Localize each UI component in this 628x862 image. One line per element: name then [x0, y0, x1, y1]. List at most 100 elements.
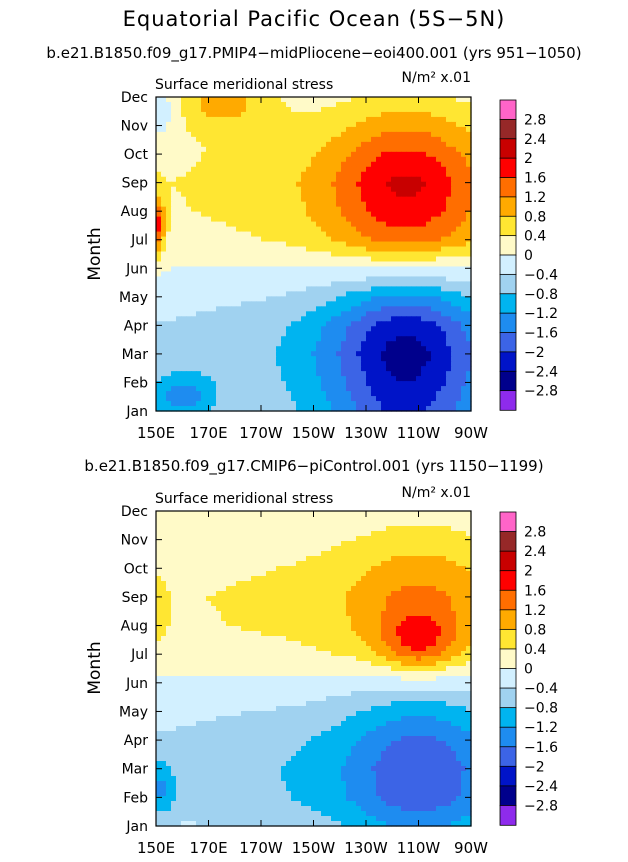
- contour-cell: [271, 146, 277, 153]
- contour-cell: [186, 551, 192, 557]
- contour-cell: [461, 386, 467, 392]
- contour-cell: [256, 276, 262, 283]
- contour-cell: [466, 531, 472, 537]
- contour-cell: [331, 131, 337, 138]
- contour-cell: [241, 296, 247, 302]
- contour-cell: [191, 186, 197, 193]
- contour-cell: [346, 536, 352, 542]
- contour-cell: [191, 556, 197, 562]
- contour-cell: [296, 211, 302, 218]
- contour-cell: [446, 226, 452, 233]
- contour-cell: [256, 571, 262, 577]
- contour-cell: [411, 346, 417, 352]
- contour-cell: [196, 106, 202, 113]
- contour-cell: [396, 561, 402, 567]
- contour-cell: [391, 101, 397, 108]
- contour-cell: [246, 296, 252, 302]
- contour-cell: [306, 231, 312, 238]
- contour-cell: [281, 161, 287, 168]
- contour-cell: [276, 156, 282, 163]
- contour-cell: [456, 286, 462, 292]
- contour-cell: [196, 401, 202, 407]
- contour-cell: [331, 306, 337, 312]
- contour-cell: [406, 326, 412, 332]
- contour-cell: [346, 97, 352, 103]
- contour-cell: [316, 246, 322, 253]
- contour-cell: [251, 286, 257, 292]
- contour-cell: [451, 256, 457, 263]
- contour-cell: [376, 111, 382, 118]
- contour-cell: [191, 511, 197, 517]
- contour-cell: [406, 281, 412, 287]
- contour-cell: [306, 201, 312, 208]
- contour-cell: [166, 371, 172, 377]
- contour-cell: [356, 351, 362, 357]
- contour-cell: [461, 216, 467, 223]
- contour-cell: [286, 306, 292, 312]
- contour-cell: [446, 201, 452, 208]
- contour-cell: [221, 336, 227, 342]
- contour-cell: [336, 301, 342, 307]
- contour-cell: [216, 246, 222, 253]
- contour-cell: [351, 281, 357, 287]
- contour-cell: [446, 386, 452, 392]
- contour-cell: [386, 161, 392, 168]
- contour-cell: [241, 356, 247, 362]
- contour-cell: [296, 191, 302, 198]
- contour-cell: [381, 341, 387, 347]
- contour-cell: [196, 156, 202, 163]
- contour-cell: [176, 551, 182, 557]
- contour-cell: [316, 561, 322, 567]
- contour-cell: [431, 326, 437, 332]
- contour-cell: [216, 526, 222, 532]
- contour-cell: [441, 146, 447, 153]
- contour-cell: [211, 161, 217, 168]
- contour-cell: [466, 266, 472, 273]
- contour-cell: [366, 396, 372, 402]
- contour-cell: [371, 116, 377, 123]
- contour-cell: [441, 171, 447, 178]
- contour-cell: [426, 391, 432, 397]
- contour-cell: [166, 166, 172, 173]
- contour-cell: [361, 576, 367, 582]
- contour-cell: [171, 561, 177, 567]
- contour-cell: [221, 186, 227, 193]
- contour-cell: [226, 331, 232, 337]
- contour-cell: [301, 226, 307, 233]
- contour-cell: [396, 386, 402, 392]
- contour-cell: [196, 171, 202, 178]
- contour-cell: [301, 171, 307, 178]
- contour-cell: [441, 546, 447, 552]
- contour-cell: [266, 231, 272, 238]
- contour-cell: [341, 116, 347, 123]
- contour-cell: [261, 316, 267, 322]
- contour-cell: [426, 166, 432, 173]
- contour-cell: [396, 346, 402, 352]
- contour-cell: [376, 551, 382, 557]
- contour-cell: [431, 516, 437, 522]
- contour-cell: [161, 126, 167, 133]
- contour-cell: [381, 156, 387, 163]
- contour-cell: [211, 341, 217, 347]
- contour-cell: [341, 361, 347, 367]
- contour-cell: [176, 356, 182, 362]
- contour-cell: [276, 341, 282, 347]
- contour-cell: [246, 351, 252, 357]
- contour-cell: [321, 281, 327, 287]
- contour-cell: [426, 351, 432, 357]
- contour-cell: [206, 316, 212, 322]
- contour-cell: [166, 171, 172, 178]
- contour-cell: [201, 276, 207, 283]
- contour-cell: [466, 191, 472, 198]
- contour-cell: [261, 256, 267, 263]
- contour-cell: [231, 511, 237, 517]
- contour-cell: [306, 296, 312, 302]
- contour-cell: [416, 281, 422, 287]
- contour-cell: [401, 101, 407, 108]
- contour-cell: [156, 341, 162, 347]
- contour-cell: [346, 546, 352, 552]
- contour-cell: [341, 356, 347, 362]
- contour-cell: [311, 116, 317, 123]
- contour-cell: [356, 321, 362, 327]
- contour-cell: [331, 106, 337, 113]
